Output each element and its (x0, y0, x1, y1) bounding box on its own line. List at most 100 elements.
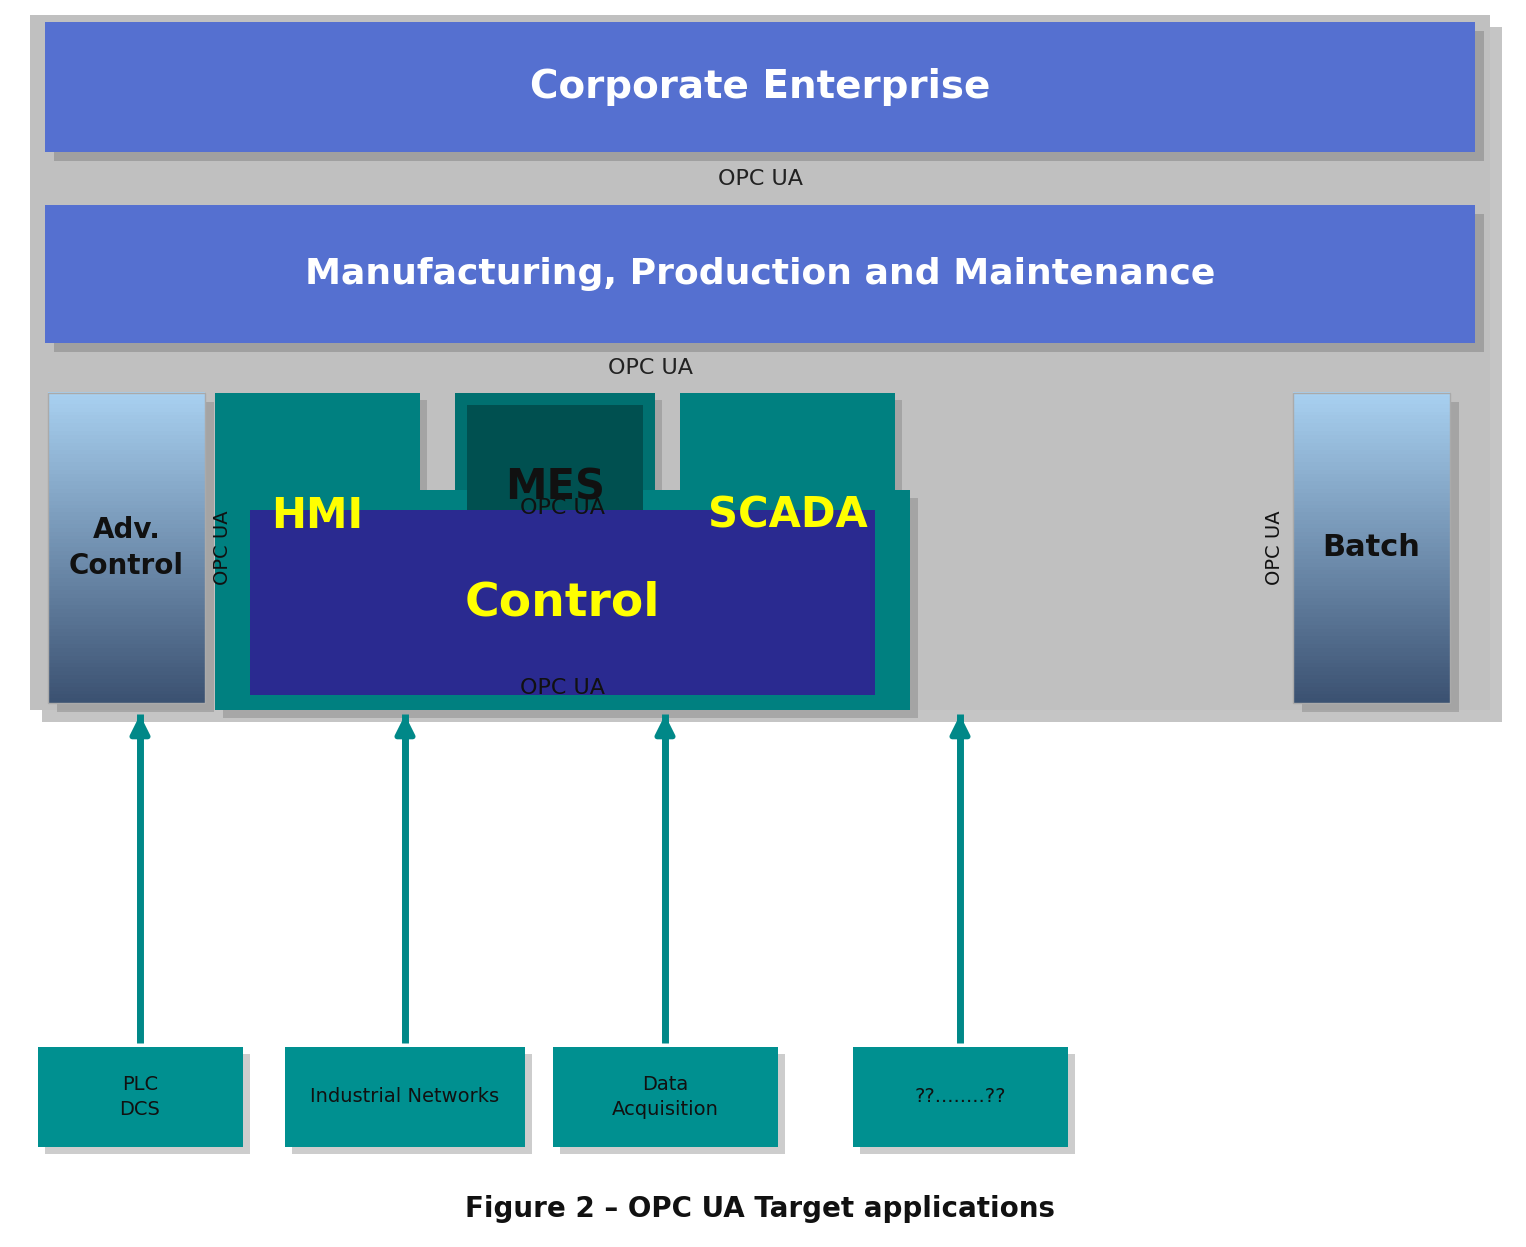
Bar (53, 31, 1483, 161)
Bar (1293, 501, 1450, 505)
Bar (1293, 509, 1450, 513)
Bar (47, 404, 204, 409)
Bar (1293, 454, 1450, 459)
Bar (1293, 531, 1450, 536)
Bar (560, 1054, 784, 1153)
Bar (47, 431, 204, 435)
Bar (47, 605, 204, 610)
Text: ??........??: ??........?? (914, 1087, 1006, 1106)
Bar (47, 509, 204, 513)
Bar (47, 660, 204, 665)
Text: Data
Acquisition: Data Acquisition (612, 1075, 719, 1119)
Bar (1293, 671, 1450, 676)
Bar (47, 656, 204, 661)
Bar (47, 547, 204, 552)
Bar (1293, 535, 1450, 540)
Bar (47, 489, 204, 494)
Bar (38, 1047, 243, 1147)
Bar (1293, 582, 1450, 587)
Bar (47, 443, 204, 448)
Bar (47, 544, 204, 547)
Bar (1293, 566, 1450, 571)
Bar (47, 439, 204, 444)
Bar (1293, 652, 1450, 656)
Bar (1293, 485, 1450, 490)
Bar (1293, 431, 1450, 435)
Bar (1293, 663, 1450, 668)
Bar (1293, 516, 1450, 521)
Text: OPC UA: OPC UA (1265, 511, 1285, 585)
Bar (1293, 450, 1450, 455)
Bar (47, 566, 204, 571)
Bar (1293, 621, 1450, 626)
Bar (1293, 643, 1450, 648)
Bar (47, 524, 204, 529)
Bar (47, 501, 204, 505)
Bar (47, 419, 204, 424)
Bar (1293, 640, 1450, 645)
Bar (467, 405, 642, 575)
Bar (47, 698, 204, 703)
Bar (47, 640, 204, 645)
Bar (47, 505, 204, 509)
Bar (1293, 527, 1450, 532)
Bar (221, 400, 427, 645)
Bar (1293, 470, 1450, 474)
Bar (1293, 695, 1450, 700)
Bar (47, 610, 204, 614)
Bar (47, 516, 204, 521)
Bar (47, 691, 204, 696)
Bar (47, 458, 204, 463)
Bar (1293, 481, 1450, 486)
Bar (853, 1047, 1068, 1147)
Bar (47, 435, 204, 439)
Bar (47, 594, 204, 599)
Bar (47, 683, 204, 687)
Bar (47, 579, 204, 582)
Text: OPC UA: OPC UA (717, 170, 803, 190)
Bar (47, 485, 204, 490)
Bar (1293, 493, 1450, 498)
Text: Batch: Batch (1323, 534, 1421, 562)
Bar (47, 481, 204, 486)
Bar (56, 402, 214, 712)
Bar (1293, 478, 1450, 483)
Bar (44, 205, 1476, 343)
Bar (1293, 544, 1450, 547)
Bar (47, 695, 204, 700)
Bar (1293, 435, 1450, 439)
Bar (1293, 687, 1450, 691)
Bar (47, 582, 204, 587)
Bar (1293, 590, 1450, 595)
Text: SCADA: SCADA (708, 495, 867, 536)
Bar (47, 663, 204, 668)
Bar (1293, 412, 1450, 416)
Bar (462, 400, 662, 590)
Text: Industrial Networks: Industrial Networks (310, 1087, 499, 1106)
Bar (47, 687, 204, 691)
Text: PLC
DCS: PLC DCS (119, 1075, 160, 1119)
Bar (1293, 520, 1450, 525)
Bar (1293, 466, 1450, 470)
Bar (47, 412, 204, 416)
Bar (1293, 426, 1450, 431)
Bar (47, 397, 204, 400)
Bar (47, 423, 204, 428)
Bar (47, 632, 204, 637)
Bar (1293, 579, 1450, 582)
Bar (47, 590, 204, 595)
Bar (1293, 443, 1450, 448)
Bar (47, 601, 204, 606)
Bar (1293, 393, 1450, 397)
Bar (1293, 461, 1450, 466)
Bar (44, 1054, 250, 1153)
Bar (1293, 439, 1450, 444)
Bar (47, 575, 204, 579)
Text: OPC UA: OPC UA (607, 358, 693, 378)
Bar (47, 393, 204, 397)
Bar (861, 1054, 1074, 1153)
Bar (1293, 636, 1450, 641)
Bar (47, 493, 204, 498)
Text: MES: MES (505, 466, 604, 509)
Bar (47, 393, 204, 703)
